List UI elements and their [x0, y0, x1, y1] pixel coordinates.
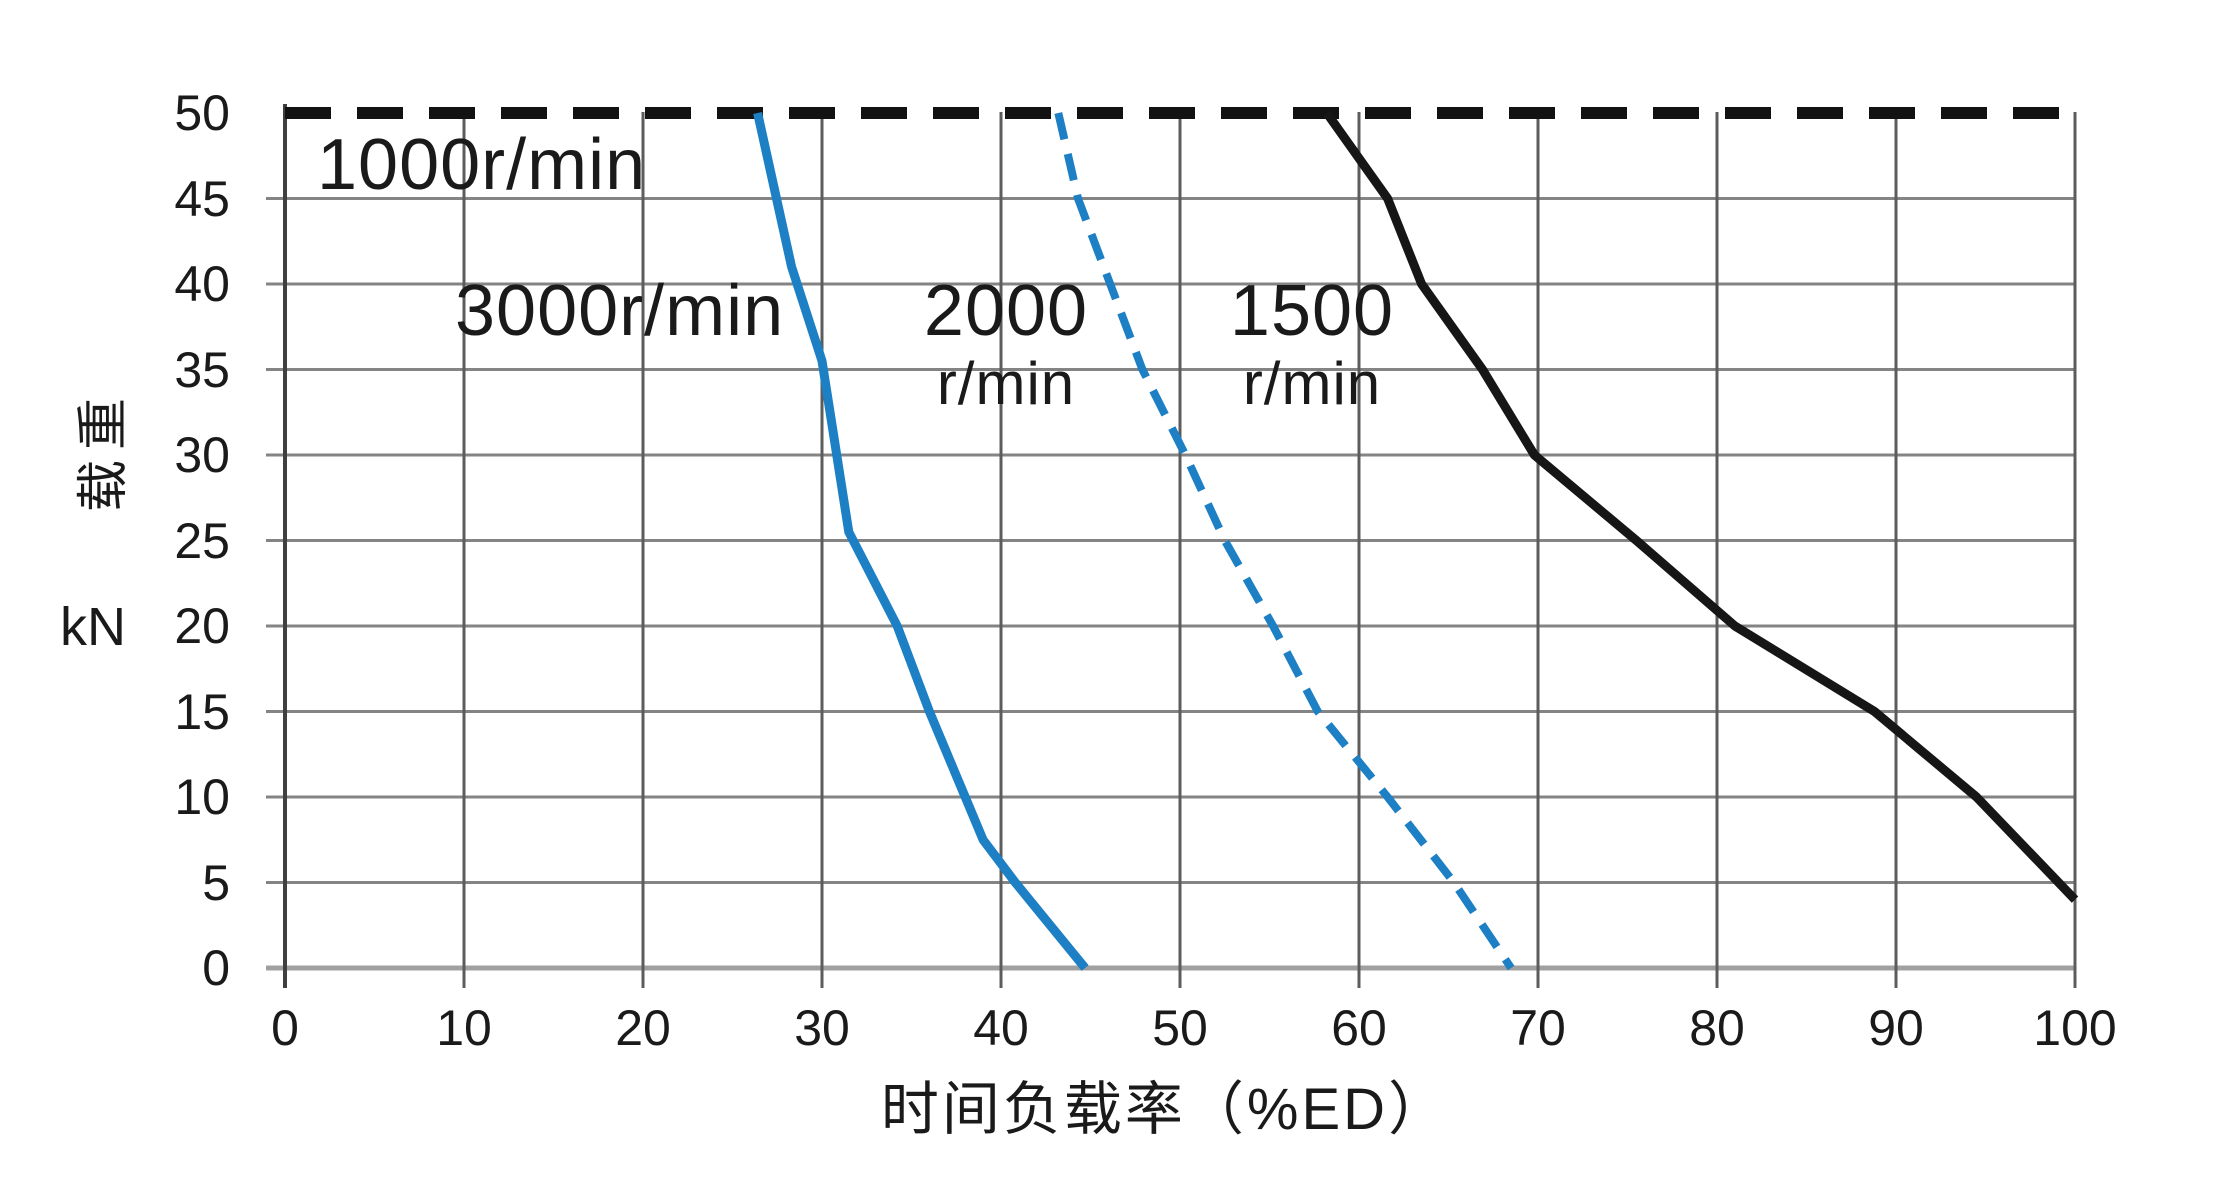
x-tick-label-20: 20	[615, 1000, 671, 1056]
y-axis-unit: kN	[60, 597, 126, 657]
curve-label-2000-line2: r/min	[936, 350, 1076, 418]
y-tick-label-15: 15	[174, 683, 230, 740]
curve-label-3000-line1: 3000r/min	[455, 271, 785, 351]
y-tick-label-35: 35	[174, 341, 230, 398]
y-tick-label-20: 20	[174, 598, 230, 654]
curve-label-1500-line2: r/min	[1242, 350, 1382, 418]
curve-label-1500-line1: 1500	[1229, 271, 1395, 351]
series-1500rmin	[1323, 110, 2079, 903]
x-axis-title: 时间负载率（%ED）	[880, 1077, 1450, 1142]
y-axis-title: 载重	[74, 387, 133, 512]
x-tick-label-50: 50	[1152, 1000, 1208, 1056]
curve-label-2000: 2000 r/min	[923, 271, 1089, 418]
curve-label-3000: 3000r/min	[455, 271, 785, 351]
x-tick-label-60: 60	[1331, 1000, 1387, 1056]
x-tick-label-10: 10	[436, 1000, 492, 1056]
y-tick-label-40: 40	[174, 256, 230, 312]
curve-label-1500: 1500 r/min	[1229, 271, 1395, 418]
curve-label-1000-line1: 1000r/min	[317, 125, 647, 205]
x-tick-label-90: 90	[1868, 1000, 1924, 1056]
x-tick-label-80: 80	[1689, 1000, 1745, 1056]
x-tick-label-40: 40	[973, 1000, 1029, 1056]
x-tick-label-100: 100	[2033, 1000, 2117, 1056]
y-tick-label-50: 50	[174, 85, 230, 141]
y-tick-label-25: 25	[174, 512, 230, 569]
series-2000rmin	[1054, 112, 1515, 971]
y-tick-label-5: 5	[202, 854, 230, 911]
curve-label-2000-line1: 2000	[923, 271, 1089, 351]
y-tick-label-0: 0	[202, 940, 230, 996]
x-tick-label-70: 70	[1510, 1000, 1566, 1056]
curve-label-1000: 1000r/min	[317, 125, 647, 205]
x-tick-label-30: 30	[794, 1000, 850, 1056]
x-tick-label-0: 0	[271, 1000, 299, 1056]
series-3000rmin	[753, 112, 1089, 971]
y-tick-label-45: 45	[174, 170, 230, 227]
y-tick-label-10: 10	[174, 769, 230, 825]
y-tick-label-30: 30	[174, 427, 230, 483]
